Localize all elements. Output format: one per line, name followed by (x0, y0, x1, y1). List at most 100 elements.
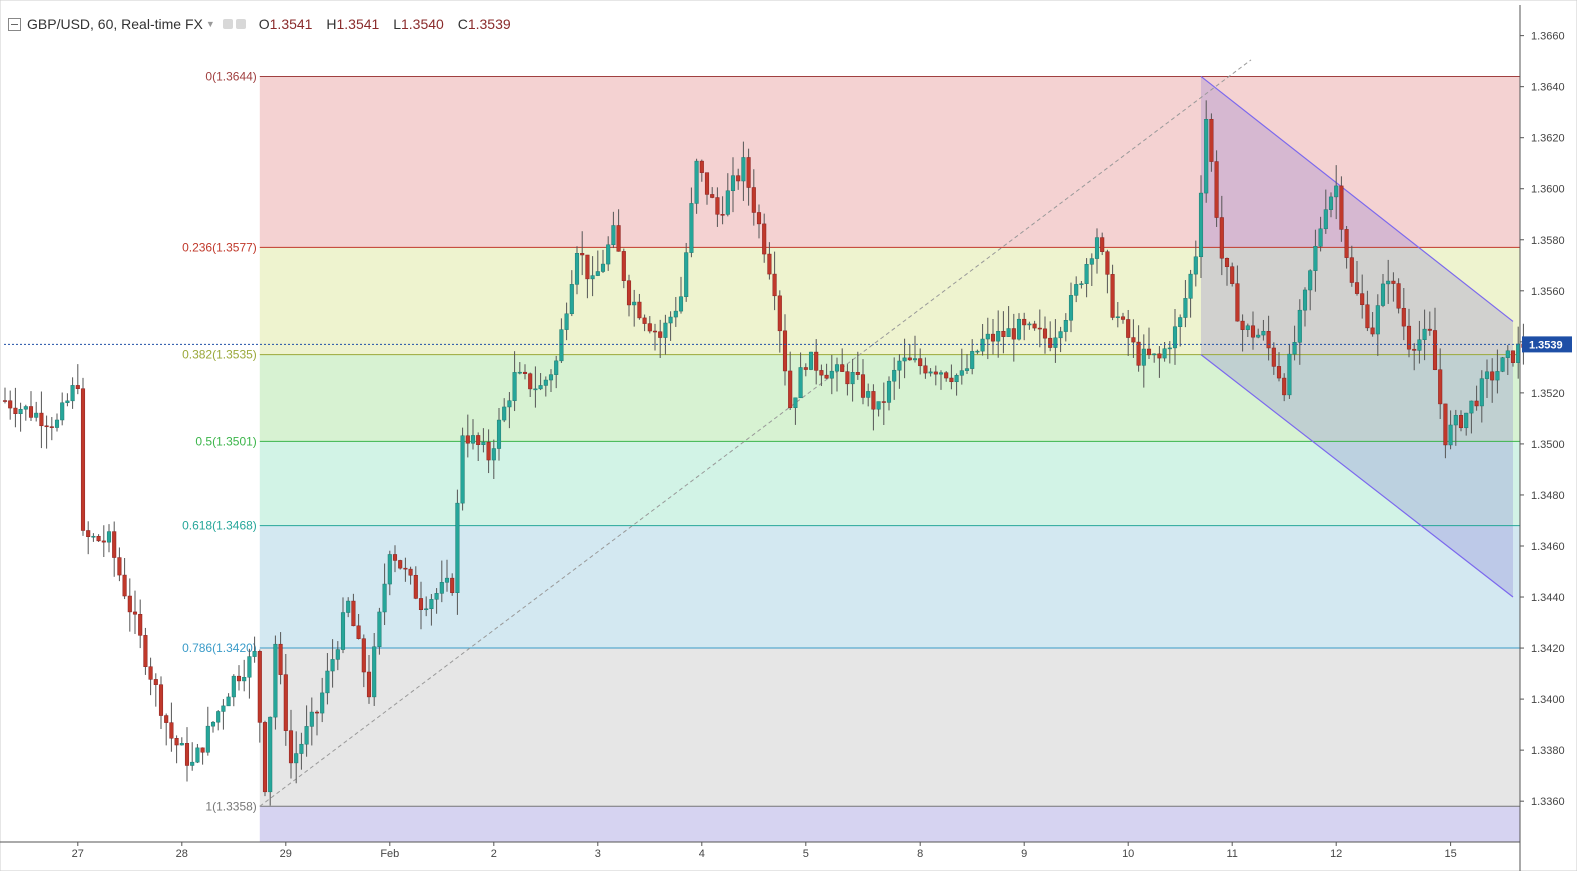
candle (2, 387, 8, 404)
candle (1276, 352, 1282, 382)
current-price-tag (1522, 336, 1572, 353)
candle (782, 314, 788, 386)
candle-body-down (75, 385, 80, 389)
candle (559, 318, 564, 363)
candle-body-down (881, 401, 886, 403)
candle (1214, 150, 1219, 227)
high-label: H (326, 16, 337, 32)
candle (413, 566, 418, 600)
candle-body-down (621, 251, 626, 281)
x-tick-label: 15 (1444, 848, 1456, 860)
candle-body-up (1516, 343, 1521, 363)
candle (1391, 272, 1396, 302)
candle (840, 348, 845, 372)
channel-fill (1201, 76, 1513, 598)
candle-body-up (247, 656, 252, 678)
collapse-icon[interactable] (8, 17, 21, 31)
candle (751, 169, 756, 226)
candle-body-down (767, 253, 772, 275)
candle (1266, 315, 1271, 361)
candle-body-up (54, 419, 60, 428)
gear-icon[interactable] (235, 19, 246, 29)
candle-body-down (1048, 337, 1053, 348)
candle (54, 413, 60, 432)
y-tick-label: 1.3400 (1531, 694, 1565, 706)
candle-body-up (834, 364, 840, 372)
candle-body-up (1323, 209, 1328, 230)
candle (1308, 269, 1313, 311)
candle (242, 659, 247, 692)
candle (190, 742, 195, 771)
candle (75, 364, 80, 395)
candle-body-down (647, 323, 652, 332)
candle (60, 392, 65, 426)
candle-body-down (132, 611, 138, 615)
candle-body-up (65, 400, 70, 403)
candle-body-up (330, 659, 335, 672)
candle (1500, 356, 1505, 373)
candle (1037, 309, 1042, 348)
candle-body-up (1167, 347, 1172, 350)
candle (949, 364, 954, 390)
candle-body-down (366, 671, 372, 698)
candle (1474, 385, 1479, 411)
symbol-title[interactable]: GBP/USD, 60, Real-time FX (27, 16, 203, 32)
candle (1068, 282, 1074, 333)
candle-body-up (1063, 320, 1068, 332)
candle (1438, 348, 1443, 420)
candle (408, 566, 413, 585)
candle-body-down (1490, 371, 1495, 381)
candle-body-down (777, 295, 782, 332)
candle-body-down (1266, 331, 1271, 349)
candle-body-down (1230, 266, 1235, 284)
candle-body-down (1432, 330, 1438, 370)
eye-icon[interactable] (222, 19, 233, 29)
candle-body-up (106, 531, 112, 543)
candle-body-up (491, 448, 496, 461)
candle-body-up (1484, 371, 1490, 379)
candle-body-up (1094, 237, 1100, 259)
candle (1172, 309, 1178, 365)
candle (330, 639, 335, 688)
candle-body-up (912, 358, 918, 361)
candle (1022, 312, 1027, 341)
candle-body-down (580, 253, 585, 256)
candle-body-down (1510, 350, 1516, 363)
candle (580, 231, 585, 276)
candle (1053, 319, 1058, 363)
candle (91, 533, 96, 542)
candle (975, 349, 980, 355)
candle-body-up (876, 401, 881, 410)
fib-level-label: 0(1.3644) (205, 69, 256, 83)
fib-zone (259, 525, 1520, 649)
candle-body-up (595, 271, 600, 276)
candle-body-up (382, 583, 387, 613)
candle-body-down (465, 435, 470, 444)
candle (814, 339, 819, 385)
candle-body-down (746, 157, 751, 188)
candle-body-down (1406, 325, 1412, 350)
candle-body-up (507, 400, 512, 408)
candle (1198, 175, 1204, 279)
candle (710, 187, 715, 199)
candle-body-up (429, 599, 434, 610)
chevron-down-icon[interactable]: ▼ (205, 19, 215, 29)
candle-body-up (1053, 337, 1058, 348)
candle (325, 653, 330, 705)
candle-body-down (1136, 341, 1141, 366)
candle-body-up (34, 412, 39, 418)
candle (1458, 410, 1464, 432)
candle (533, 366, 538, 408)
candle (1313, 229, 1318, 292)
candle-body-up (216, 711, 221, 723)
candle-body-up (1386, 280, 1391, 285)
candle (278, 632, 283, 685)
candle (1126, 309, 1131, 356)
candle-body-up (1448, 424, 1453, 446)
candle-body-down (486, 441, 491, 461)
candle-body-down (127, 595, 132, 613)
candle (268, 716, 273, 806)
candle-body-up (23, 406, 28, 410)
